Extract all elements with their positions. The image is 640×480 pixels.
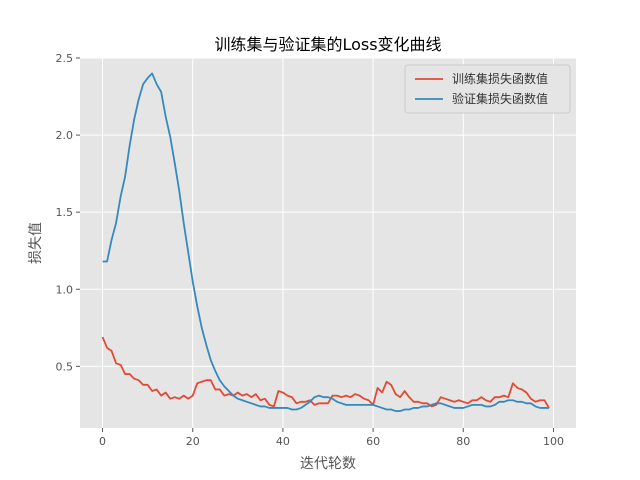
x-tick-label: 100	[543, 435, 564, 448]
y-tick-label: 1.5	[56, 206, 74, 219]
legend-box	[404, 64, 571, 114]
y-tick-label: 1.0	[56, 283, 74, 296]
y-tick-label: 2.5	[56, 52, 74, 65]
legend-label: 验证集损失函数值	[452, 91, 548, 106]
x-tick-label: 40	[276, 435, 290, 448]
y-axis-label: 损失值	[28, 222, 44, 264]
y-tick-label: 0.5	[56, 360, 74, 373]
grid-lines	[80, 57, 576, 428]
axis-ticks: 0 20 40 60 80 100 0.5 1.0 1.5 2.0 2.5	[56, 52, 564, 448]
series-lines	[101, 72, 550, 412]
train-loss-line	[101, 336, 550, 409]
x-tick-label: 20	[186, 435, 200, 448]
y-tick-label: 2.0	[56, 129, 74, 142]
x-tick-label: 60	[366, 435, 380, 448]
chart-title: 训练集与验证集的Loss变化曲线	[214, 35, 441, 54]
val-loss-line	[102, 72, 549, 412]
legend-label: 训练集损失函数值	[452, 71, 548, 86]
x-tick-label: 80	[456, 435, 470, 448]
x-tick-label: 0	[99, 435, 106, 448]
x-axis-label: 迭代轮数	[300, 456, 356, 472]
